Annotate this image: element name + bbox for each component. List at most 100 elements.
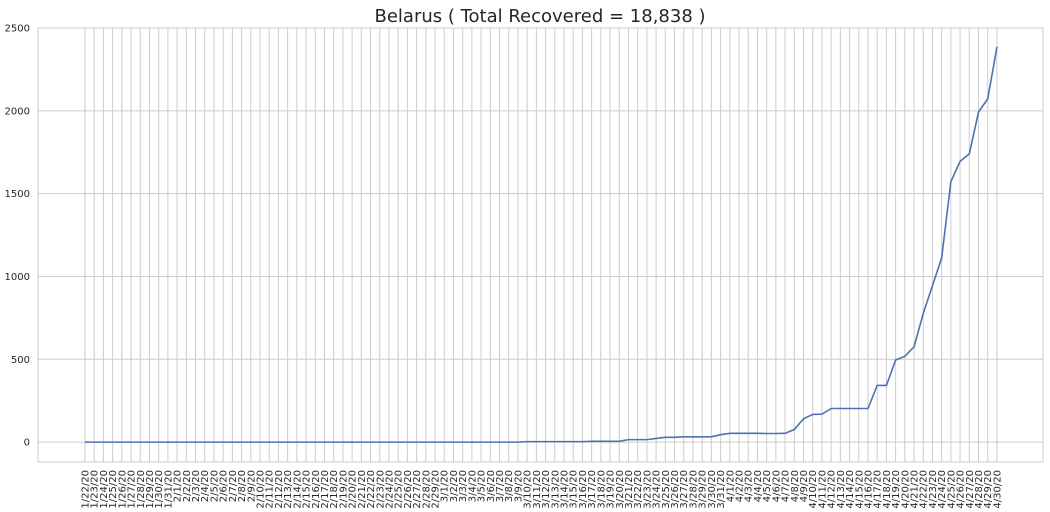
x-tick-label: 2/10/20 [256,470,267,509]
plot-area [37,27,1044,463]
x-tick-label: 3/20/20 [615,470,626,509]
x-tick-label: 4/8/20 [790,470,801,502]
x-tick-label: 2/2/20 [182,470,193,502]
x-tick-label: 2/8/20 [237,470,248,502]
x-tick-label: 2/23/20 [375,470,386,509]
x-tick-label: 4/28/20 [974,470,985,509]
x-tick-label: 3/24/20 [652,470,663,509]
x-tick-label: 2/28/20 [421,470,432,509]
x-tick-label: 3/2/20 [449,470,460,502]
x-tick-label: 4/17/20 [873,470,884,509]
x-tick-label: 2/6/20 [219,470,230,502]
x-tick-label: 2/20/20 [348,470,359,509]
x-tick-label: 1/27/20 [127,470,138,509]
x-tick-label: 3/27/20 [679,470,690,509]
x-tick-label: 1/23/20 [90,470,101,509]
x-tick-label: 2/18/20 [329,470,340,509]
x-tick-label: 2/17/20 [320,470,331,509]
x-tick-label: 4/22/20 [919,470,930,509]
x-tick-label: 2/3/20 [191,470,202,502]
x-tick-label: 4/18/20 [882,470,893,509]
x-tick-label: 4/11/20 [817,470,828,509]
x-tick-label: 4/6/20 [771,470,782,502]
x-tick-label: 4/27/20 [965,470,976,509]
x-tick-label: 3/28/20 [688,470,699,509]
x-tick-label: 4/3/20 [744,470,755,502]
x-tick-label: 4/16/20 [863,470,874,509]
x-tick-label: 3/29/20 [698,470,709,509]
x-tick-label: 3/3/20 [458,470,469,502]
y-tick-label: 500 [11,355,30,366]
x-tick-label: 1/22/20 [80,470,91,509]
x-tick-label: 3/16/20 [578,470,589,509]
x-tick-label: 4/24/20 [937,470,948,509]
x-tick-label: 2/21/20 [357,470,368,509]
x-tick-label: 3/25/20 [661,470,672,509]
x-tick-label: 1/24/20 [99,470,110,509]
x-tick-label: 4/2/20 [735,470,746,502]
x-tick-label: 2/22/20 [366,470,377,509]
x-tick-label: 1/26/20 [117,470,128,509]
x-tick-label: 2/7/20 [228,470,239,502]
x-tick-label: 2/19/20 [338,470,349,509]
x-tick-label: 4/25/20 [946,470,957,509]
x-tick-label: 3/19/20 [606,470,617,509]
x-tick-label: 2/29/20 [431,470,442,509]
x-tick-label: 3/17/20 [587,470,598,509]
y-tick-label: 1500 [5,189,30,200]
y-tick-label: 2500 [5,24,30,35]
x-tick-label: 2/13/20 [283,470,294,509]
x-tick-label: 3/4/20 [467,470,478,502]
x-tick-label: 3/13/20 [550,470,561,509]
x-tick-label: 1/31/20 [163,470,174,509]
x-tick-label: 1/29/20 [145,470,156,509]
x-tick-label: 1/28/20 [136,470,147,509]
x-tick-label: 2/1/20 [173,470,184,502]
x-tick-label: 4/5/20 [762,470,773,502]
x-tick-label: 4/15/20 [854,470,865,509]
x-tick-label: 4/29/20 [983,470,994,509]
x-tick-label: 3/30/20 [707,470,718,509]
x-tick-label: 3/23/20 [642,470,653,509]
data-line [84,46,998,443]
x-tick-label: 2/4/20 [200,470,211,502]
x-tick-label: 1/25/20 [108,470,119,509]
x-tick-label: 3/26/20 [670,470,681,509]
x-tick-label: 1/30/20 [154,470,165,509]
y-tick-label: 2000 [5,106,30,117]
y-tick-label: 1000 [5,272,30,283]
x-tick-label: 4/30/20 [992,470,1003,509]
x-tick-label: 4/21/20 [910,470,921,509]
x-tick-label: 2/12/20 [274,470,285,509]
x-tick-label: 3/22/20 [633,470,644,509]
x-tick-label: 3/14/20 [559,470,570,509]
x-tick-label: 2/14/20 [292,470,303,509]
x-tick-label: 4/20/20 [900,470,911,509]
x-tick-label: 2/26/20 [403,470,414,509]
y-tick-label: 0 [24,438,30,449]
x-tick-label: 4/14/20 [845,470,856,509]
x-tick-label: 3/9/20 [513,470,524,502]
x-tick-label: 4/26/20 [956,470,967,509]
x-tick-label: 3/18/20 [596,470,607,509]
x-tick-label: 3/10/20 [523,470,534,509]
x-tick-label: 4/23/20 [928,470,939,509]
x-tick-label: 3/11/20 [532,470,543,509]
x-tick-label: 4/10/20 [808,470,819,509]
x-tick-label: 3/12/20 [541,470,552,509]
x-tick-label: 3/7/20 [495,470,506,502]
x-tick-label: 2/5/20 [209,470,220,502]
x-tick-label: 4/4/20 [753,470,764,502]
x-tick-label: 2/24/20 [384,470,395,509]
x-tick-label: 4/1/20 [725,470,736,502]
x-tick-label: 4/19/20 [891,470,902,509]
x-tick-label: 3/8/20 [504,470,515,502]
x-tick-label: 4/7/20 [781,470,792,502]
x-tick-label: 2/16/20 [311,470,322,509]
x-tick-label: 3/6/20 [486,470,497,502]
x-tick-label: 2/9/20 [246,470,257,502]
x-tick-label: 3/1/20 [440,470,451,502]
x-tick-label: 3/5/20 [477,470,488,502]
x-tick-label: 2/27/20 [412,470,423,509]
